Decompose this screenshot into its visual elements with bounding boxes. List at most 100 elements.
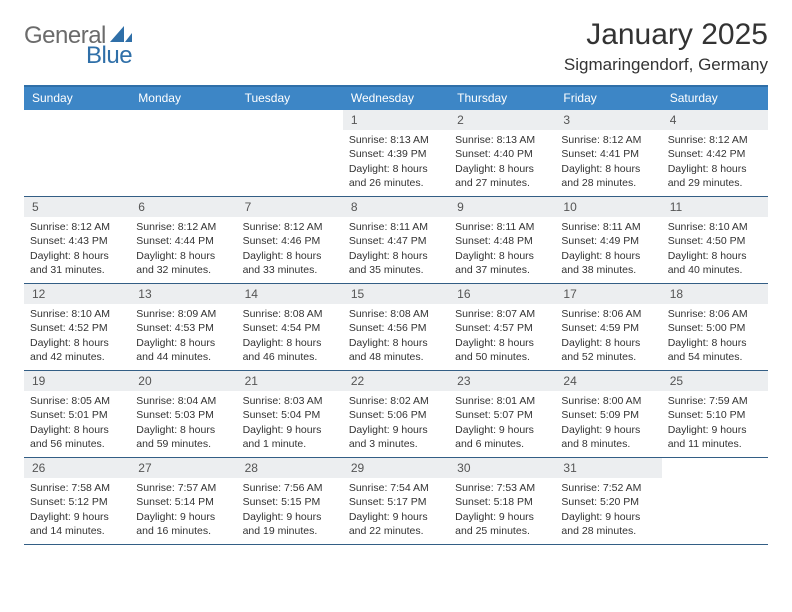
sunrise-line: Sunrise: 8:13 AM: [455, 133, 549, 147]
sunset-line: Sunset: 4:54 PM: [243, 321, 337, 335]
day-number: 9: [449, 197, 555, 217]
sunrise-line: Sunrise: 7:59 AM: [668, 394, 762, 408]
day-number: 27: [130, 458, 236, 478]
sunrise-line: Sunrise: 8:09 AM: [136, 307, 230, 321]
sunset-line: Sunset: 4:43 PM: [30, 234, 124, 248]
day-cell: 25Sunrise: 7:59 AMSunset: 5:10 PMDayligh…: [662, 371, 768, 457]
day-cell: 12Sunrise: 8:10 AMSunset: 4:52 PMDayligh…: [24, 284, 130, 370]
sunset-line: Sunset: 4:46 PM: [243, 234, 337, 248]
sunset-line: Sunset: 4:40 PM: [455, 147, 549, 161]
sunset-line: Sunset: 4:50 PM: [668, 234, 762, 248]
day-cell: 18Sunrise: 8:06 AMSunset: 5:00 PMDayligh…: [662, 284, 768, 370]
daylight-line: Daylight: 9 hours and 11 minutes.: [668, 423, 762, 451]
week-row: 19Sunrise: 8:05 AMSunset: 5:01 PMDayligh…: [24, 371, 768, 458]
daylight-line: Daylight: 9 hours and 6 minutes.: [455, 423, 549, 451]
day-cell: 8Sunrise: 8:11 AMSunset: 4:47 PMDaylight…: [343, 197, 449, 283]
daylight-line: Daylight: 9 hours and 1 minute.: [243, 423, 337, 451]
daylight-line: Daylight: 8 hours and 48 minutes.: [349, 336, 443, 364]
day-number: 2: [449, 110, 555, 130]
sunset-line: Sunset: 5:18 PM: [455, 495, 549, 509]
day-number: 11: [662, 197, 768, 217]
day-cell: 11Sunrise: 8:10 AMSunset: 4:50 PMDayligh…: [662, 197, 768, 283]
day-number: 1: [343, 110, 449, 130]
sunrise-line: Sunrise: 8:00 AM: [561, 394, 655, 408]
sunset-line: Sunset: 5:15 PM: [243, 495, 337, 509]
sunrise-line: Sunrise: 7:58 AM: [30, 481, 124, 495]
daylight-line: Daylight: 8 hours and 44 minutes.: [136, 336, 230, 364]
day-cell: 2 Sunrise: 8:13 AMSunset: 4:40 PMDaylight…: [449, 110, 555, 196]
week-row: 26Sunrise: 7:58 AMSunset: 5:12 PMDayligh…: [24, 458, 768, 545]
day-number: [130, 110, 236, 130]
dow-saturday: Saturday: [662, 87, 768, 110]
day-cell: 10Sunrise: 8:11 AMSunset: 4:49 PMDayligh…: [555, 197, 661, 283]
daylight-line: Daylight: 9 hours and 8 minutes.: [561, 423, 655, 451]
day-cell: 5Sunrise: 8:12 AMSunset: 4:43 PMDaylight…: [24, 197, 130, 283]
sunset-line: Sunset: 5:00 PM: [668, 321, 762, 335]
sunrise-line: Sunrise: 8:12 AM: [136, 220, 230, 234]
day-number: 16: [449, 284, 555, 304]
day-number: 17: [555, 284, 661, 304]
sunrise-line: Sunrise: 8:12 AM: [561, 133, 655, 147]
week-row: 1Sunrise: 8:13 AMSunset: 4:39 PMDaylight…: [24, 110, 768, 197]
sunset-line: Sunset: 4:48 PM: [455, 234, 549, 248]
day-cell: 20Sunrise: 8:04 AMSunset: 5:03 PMDayligh…: [130, 371, 236, 457]
sunset-line: Sunset: 5:07 PM: [455, 408, 549, 422]
day-cell: 28Sunrise: 7:56 AMSunset: 5:15 PMDayligh…: [237, 458, 343, 544]
day-cell-empty: [24, 110, 130, 196]
day-cell: 24Sunrise: 8:00 AMSunset: 5:09 PMDayligh…: [555, 371, 661, 457]
day-cell: 4Sunrise: 8:12 AMSunset: 4:42 PMDaylight…: [662, 110, 768, 196]
day-cell: 26Sunrise: 7:58 AMSunset: 5:12 PMDayligh…: [24, 458, 130, 544]
day-number: 21: [237, 371, 343, 391]
day-number: 8: [343, 197, 449, 217]
day-number: 23: [449, 371, 555, 391]
day-number: 31: [555, 458, 661, 478]
daylight-line: Daylight: 9 hours and 16 minutes.: [136, 510, 230, 538]
day-number: [237, 110, 343, 130]
sunset-line: Sunset: 5:17 PM: [349, 495, 443, 509]
daylight-line: Daylight: 8 hours and 27 minutes.: [455, 162, 549, 190]
brand-word-blue: Blue: [86, 42, 132, 70]
daylight-line: Daylight: 9 hours and 25 minutes.: [455, 510, 549, 538]
sunset-line: Sunset: 4:41 PM: [561, 147, 655, 161]
dow-monday: Monday: [130, 87, 236, 110]
daylight-line: Daylight: 9 hours and 28 minutes.: [561, 510, 655, 538]
day-number: 15: [343, 284, 449, 304]
day-cell: 23 Sunrise: 8:01 AMSunset: 5:07 PMDayligh…: [449, 371, 555, 457]
day-cell: 30Sunrise: 7:53 AMSunset: 5:18 PMDayligh…: [449, 458, 555, 544]
day-number: [24, 110, 130, 130]
day-cell-empty: [662, 458, 768, 544]
day-cell: 13Sunrise: 8:09 AMSunset: 4:53 PMDayligh…: [130, 284, 236, 370]
daylight-line: Daylight: 9 hours and 19 minutes.: [243, 510, 337, 538]
day-number: 12: [24, 284, 130, 304]
sunset-line: Sunset: 4:44 PM: [136, 234, 230, 248]
sunset-line: Sunset: 4:57 PM: [455, 321, 549, 335]
sunrise-line: Sunrise: 7:57 AM: [136, 481, 230, 495]
sunrise-line: Sunrise: 8:07 AM: [455, 307, 549, 321]
header: General January 2025 Sigmaringendorf, Ge…: [24, 18, 768, 75]
day-cell-empty: [130, 110, 236, 196]
sunrise-line: Sunrise: 7:54 AM: [349, 481, 443, 495]
day-number: 7: [237, 197, 343, 217]
sunrise-line: Sunrise: 8:03 AM: [243, 394, 337, 408]
day-number: [662, 458, 768, 478]
sunset-line: Sunset: 5:01 PM: [30, 408, 124, 422]
daylight-line: Daylight: 9 hours and 22 minutes.: [349, 510, 443, 538]
daylight-line: Daylight: 8 hours and 40 minutes.: [668, 249, 762, 277]
day-cell: 21Sunrise: 8:03 AMSunset: 5:04 PMDayligh…: [237, 371, 343, 457]
day-cell-empty: [237, 110, 343, 196]
sunset-line: Sunset: 5:09 PM: [561, 408, 655, 422]
sunrise-line: Sunrise: 8:11 AM: [561, 220, 655, 234]
sunrise-line: Sunrise: 7:53 AM: [455, 481, 549, 495]
sunrise-line: Sunrise: 8:01 AM: [455, 394, 549, 408]
daylight-line: Daylight: 8 hours and 33 minutes.: [243, 249, 337, 277]
dow-wednesday: Wednesday: [343, 87, 449, 110]
daylight-line: Daylight: 8 hours and 28 minutes.: [561, 162, 655, 190]
title-block: January 2025 Sigmaringendorf, Germany: [564, 18, 768, 75]
daylight-line: Daylight: 8 hours and 42 minutes.: [30, 336, 124, 364]
day-cell: 19Sunrise: 8:05 AMSunset: 5:01 PMDayligh…: [24, 371, 130, 457]
day-cell: 14Sunrise: 8:08 AMSunset: 4:54 PMDayligh…: [237, 284, 343, 370]
week-row: 12Sunrise: 8:10 AMSunset: 4:52 PMDayligh…: [24, 284, 768, 371]
daylight-line: Daylight: 8 hours and 32 minutes.: [136, 249, 230, 277]
day-number: 3: [555, 110, 661, 130]
day-cell: 17Sunrise: 8:06 AMSunset: 4:59 PMDayligh…: [555, 284, 661, 370]
